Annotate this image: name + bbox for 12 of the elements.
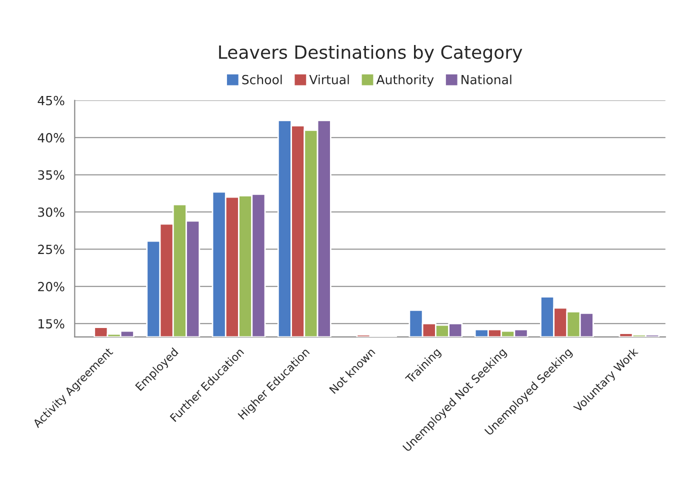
y-tick-label: 40%: [38, 133, 64, 143]
y-tick-label: 15%: [38, 319, 64, 329]
y-tick-label: 25%: [38, 244, 64, 254]
y-tick-label: 45%: [38, 96, 64, 106]
legend-label: National: [462, 74, 512, 84]
legend-label: Virtual: [309, 74, 349, 84]
y-tick-label: 20%: [38, 282, 64, 292]
y-tick-label: 30%: [38, 207, 64, 217]
y-tick-label: 35%: [38, 170, 64, 180]
legend-label: School: [242, 74, 282, 84]
chart-title: Leavers Destinations by Category: [219, 44, 522, 62]
legend-label: Authority: [376, 74, 434, 87]
